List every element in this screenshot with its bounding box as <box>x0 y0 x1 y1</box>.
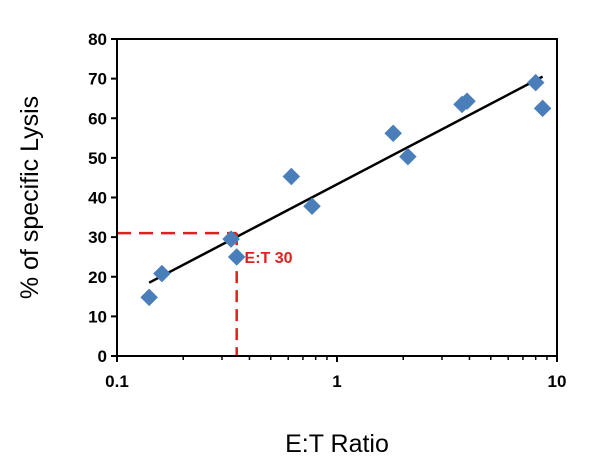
y-tick-label: 0 <box>98 347 107 366</box>
data-point <box>282 167 301 186</box>
y-axis-title: % of specific Lysis <box>16 96 44 299</box>
reference-lines-layer <box>117 231 238 356</box>
x-axis: 0.1 1 10 <box>105 356 566 391</box>
data-point <box>153 264 171 283</box>
data-point <box>140 288 159 307</box>
x-tick-label: 10 <box>548 372 567 391</box>
data-point <box>526 73 545 92</box>
y-tick-label: 70 <box>88 70 107 89</box>
y-tick-label: 40 <box>88 189 107 208</box>
data-point <box>222 230 240 248</box>
data-points-layer <box>140 73 552 307</box>
trendline-layer <box>148 75 544 284</box>
x-tick-label: 0.1 <box>105 372 129 391</box>
annotation-label: E:T 30 <box>245 250 293 267</box>
data-point <box>399 147 417 166</box>
y-tick-label: 50 <box>88 149 107 168</box>
plot-frame <box>116 38 558 357</box>
x-axis-title: E:T Ratio <box>285 430 389 458</box>
x-tick-label: 1 <box>332 372 341 391</box>
y-tick-label: 30 <box>88 228 107 247</box>
y-axis: 0 10 20 30 40 50 60 70 80 <box>88 30 117 366</box>
y-tick-label: 80 <box>88 30 107 49</box>
data-point <box>384 124 403 143</box>
data-point <box>303 197 321 216</box>
data-point <box>458 92 476 111</box>
data-point <box>227 248 246 266</box>
trendline <box>148 75 544 284</box>
y-tick-label: 10 <box>88 307 107 326</box>
y-tick-label: 20 <box>88 268 107 287</box>
y-tick-label: 60 <box>88 109 107 128</box>
data-point <box>533 99 552 118</box>
